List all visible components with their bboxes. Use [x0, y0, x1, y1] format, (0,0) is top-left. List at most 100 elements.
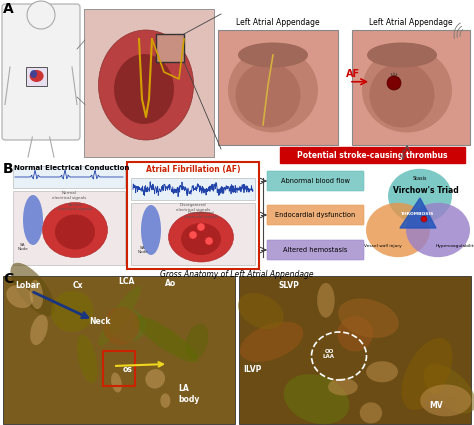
- Ellipse shape: [362, 48, 452, 133]
- FancyBboxPatch shape: [131, 203, 255, 265]
- Ellipse shape: [181, 223, 221, 255]
- Text: Disorganized
electrical signals: Disorganized electrical signals: [184, 211, 218, 219]
- FancyBboxPatch shape: [3, 276, 235, 424]
- FancyBboxPatch shape: [218, 30, 338, 145]
- Text: Cx: Cx: [73, 281, 83, 291]
- FancyBboxPatch shape: [239, 276, 471, 424]
- FancyBboxPatch shape: [267, 205, 364, 225]
- Text: Potential stroke-causing thrombus: Potential stroke-causing thrombus: [297, 150, 448, 159]
- Ellipse shape: [160, 394, 170, 408]
- Ellipse shape: [238, 293, 284, 329]
- Ellipse shape: [424, 364, 474, 414]
- Text: Atrial Fibrillation (AF): Atrial Fibrillation (AF): [146, 165, 240, 174]
- Circle shape: [197, 223, 205, 231]
- Ellipse shape: [366, 203, 430, 257]
- FancyBboxPatch shape: [2, 4, 80, 140]
- Ellipse shape: [30, 314, 48, 345]
- Text: Normal
electrical signals: Normal electrical signals: [52, 191, 86, 200]
- Circle shape: [27, 1, 55, 29]
- Ellipse shape: [103, 307, 139, 345]
- Polygon shape: [400, 198, 436, 228]
- Text: Lobar: Lobar: [15, 281, 40, 291]
- Ellipse shape: [388, 169, 452, 223]
- Text: Disorganized
electrical signals: Disorganized electrical signals: [176, 203, 210, 212]
- Text: Vessel wall injury: Vessel wall injury: [364, 244, 402, 248]
- Ellipse shape: [10, 263, 55, 316]
- Ellipse shape: [238, 42, 308, 68]
- Ellipse shape: [30, 70, 37, 78]
- Ellipse shape: [55, 215, 95, 249]
- Ellipse shape: [367, 42, 437, 68]
- Text: Left Atrial Appendage: Left Atrial Appendage: [236, 18, 320, 27]
- Text: Virchow's Triad: Virchow's Triad: [393, 185, 459, 195]
- FancyBboxPatch shape: [131, 178, 255, 200]
- Text: ILVP: ILVP: [243, 365, 261, 374]
- Text: AF: AF: [346, 69, 360, 79]
- Text: THROMBOSIS: THROMBOSIS: [401, 212, 435, 216]
- FancyBboxPatch shape: [13, 166, 125, 188]
- Text: B: B: [3, 162, 14, 176]
- Text: Altered hemostasis: Altered hemostasis: [283, 247, 347, 253]
- Ellipse shape: [51, 291, 93, 332]
- Ellipse shape: [29, 280, 43, 309]
- Text: Neck: Neck: [89, 317, 110, 326]
- Text: SA
Node: SA Node: [18, 243, 28, 251]
- Text: os: os: [123, 365, 133, 374]
- Text: Endocardial dysfunction: Endocardial dysfunction: [275, 212, 355, 218]
- Ellipse shape: [111, 372, 122, 393]
- Text: Gross Anatomy of Left Atrial Appendage: Gross Anatomy of Left Atrial Appendage: [160, 270, 314, 279]
- Text: MV: MV: [429, 402, 443, 411]
- Ellipse shape: [98, 286, 141, 346]
- FancyBboxPatch shape: [267, 171, 364, 191]
- Circle shape: [189, 231, 197, 239]
- FancyBboxPatch shape: [156, 34, 184, 62]
- Text: Left Atrial Appendage: Left Atrial Appendage: [369, 18, 453, 27]
- Ellipse shape: [6, 285, 33, 308]
- FancyBboxPatch shape: [26, 66, 47, 85]
- Text: SLVP: SLVP: [279, 281, 300, 291]
- FancyBboxPatch shape: [127, 162, 259, 269]
- Ellipse shape: [99, 30, 193, 140]
- Ellipse shape: [114, 54, 174, 124]
- Text: Stasis: Stasis: [413, 176, 427, 181]
- Ellipse shape: [109, 308, 146, 342]
- Ellipse shape: [185, 324, 209, 360]
- Ellipse shape: [43, 202, 108, 258]
- Text: LA
body: LA body: [178, 384, 200, 404]
- Text: OO
LAA: OO LAA: [323, 348, 335, 360]
- Text: Ao: Ao: [165, 280, 176, 289]
- Ellipse shape: [228, 48, 318, 133]
- Ellipse shape: [146, 369, 165, 388]
- Ellipse shape: [360, 402, 382, 423]
- Ellipse shape: [284, 374, 349, 424]
- Ellipse shape: [23, 195, 43, 245]
- Ellipse shape: [29, 70, 44, 82]
- Text: Abnormal blood flow: Abnormal blood flow: [281, 178, 349, 184]
- Ellipse shape: [370, 62, 435, 128]
- Text: SA
Node: SA Node: [137, 246, 148, 254]
- Ellipse shape: [141, 205, 161, 255]
- Ellipse shape: [401, 338, 453, 410]
- Text: Normal
electrical signals: Normal electrical signals: [58, 203, 92, 211]
- Ellipse shape: [240, 322, 303, 362]
- FancyBboxPatch shape: [13, 191, 125, 265]
- Circle shape: [421, 216, 427, 222]
- Ellipse shape: [317, 283, 335, 317]
- Ellipse shape: [425, 394, 456, 415]
- Text: Normal Electrical Conduction: Normal Electrical Conduction: [14, 165, 129, 171]
- Circle shape: [205, 237, 213, 245]
- Ellipse shape: [77, 334, 98, 383]
- Text: A: A: [3, 2, 14, 16]
- Ellipse shape: [236, 62, 301, 128]
- FancyBboxPatch shape: [84, 9, 214, 157]
- Text: C: C: [3, 272, 13, 286]
- FancyBboxPatch shape: [352, 30, 470, 145]
- Ellipse shape: [406, 203, 470, 257]
- Text: LCA: LCA: [118, 277, 134, 286]
- Ellipse shape: [328, 378, 358, 395]
- FancyBboxPatch shape: [267, 240, 364, 260]
- Ellipse shape: [168, 212, 234, 262]
- Circle shape: [387, 76, 401, 90]
- Text: Hypercoagulability: Hypercoagulability: [436, 244, 474, 248]
- Ellipse shape: [366, 361, 398, 382]
